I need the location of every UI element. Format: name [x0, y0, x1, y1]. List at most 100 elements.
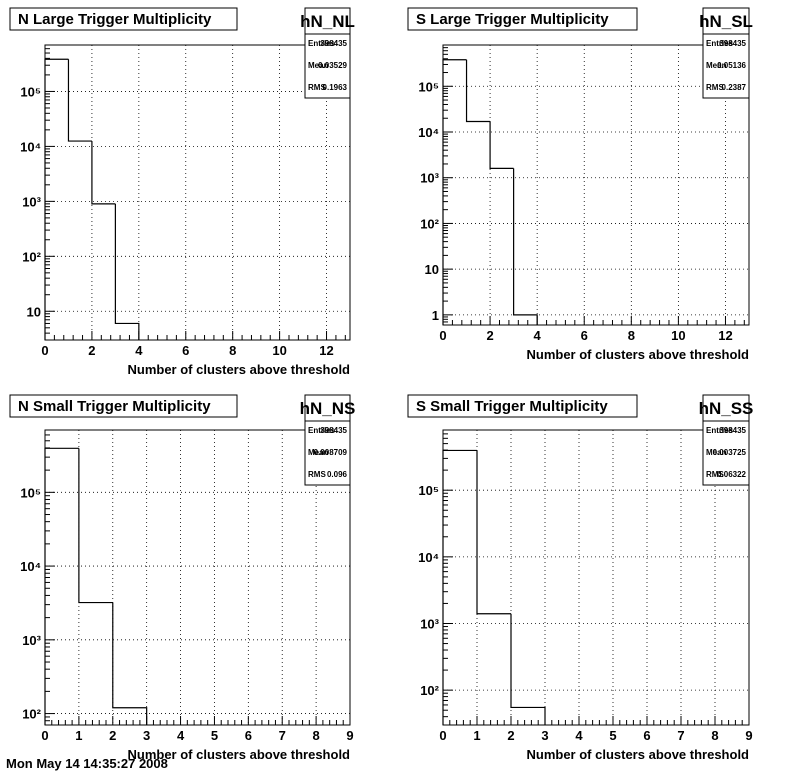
histogram-bin	[510, 613, 546, 725]
x-tick-label: 4	[534, 328, 542, 343]
histogram-bin	[112, 602, 148, 725]
y-tick-label: 10⁴	[418, 125, 439, 140]
title-box	[407, 394, 638, 418]
x-tick-label: 9	[745, 728, 752, 743]
y-tick-label: 10⁴	[418, 550, 439, 565]
histogram-bin	[476, 450, 511, 615]
stats-value-mean: 0.008709	[314, 448, 348, 457]
stats-value-rms: 0.06322	[717, 470, 746, 479]
x-axis-title: Number of clusters above threshold	[527, 747, 750, 762]
y-tick-label: 10²	[420, 216, 439, 231]
x-tick-label: 8	[628, 328, 635, 343]
y-tick-label: 10⁵	[418, 79, 439, 94]
plot-title: S Large Trigger Multiplicity	[416, 11, 609, 28]
histogram-bin	[67, 59, 92, 142]
x-tick-label: 1	[75, 728, 82, 743]
y-tick-label: 10⁵	[418, 483, 439, 498]
stats-label-mean: Mean	[308, 61, 329, 70]
y-tick-label: 10²	[420, 683, 439, 698]
stats-box	[304, 7, 351, 99]
histogram-panel-hN_NL: 0 2 4 6 8 10 12 10 10² 10³ 10⁴ 10⁵ Number of cluster…	[9, 7, 355, 377]
plot-frame	[44, 429, 351, 726]
stats-label-entries: Entries	[308, 39, 336, 48]
histogram-panel-hN_SS: 0 1 2 3 4 5 6 7 8 9 10² 10³ 10⁴ 10⁵ Number of clusters…	[407, 394, 754, 762]
stats-label-mean: Mean	[706, 448, 727, 457]
stats-value-mean: 0.003725	[713, 448, 747, 457]
stats-box	[702, 7, 750, 99]
stats-box	[304, 394, 351, 486]
x-tick-label: 3	[143, 728, 150, 743]
x-tick-label: 2	[109, 728, 116, 743]
y-tick-label: 10³	[420, 616, 439, 631]
x-tick-label: 10	[671, 328, 685, 343]
x-tick-label: 5	[211, 728, 218, 743]
stats-value-entries: 398435	[719, 426, 746, 435]
y-tick-label: 10³	[22, 633, 41, 648]
stats-label-rms: RMS	[308, 83, 326, 92]
plot-frame	[44, 44, 351, 341]
histogram-bin	[78, 448, 113, 604]
x-tick-label: 12	[319, 343, 333, 358]
stats-value-entries: 398435	[320, 39, 347, 48]
x-tick-label: 4	[135, 343, 143, 358]
stats-histogram-name: hN_SS	[699, 399, 754, 418]
stats-value-rms: 0.1963	[323, 83, 348, 92]
y-tick-label: 10²	[22, 249, 41, 264]
y-tick-label: 10⁵	[20, 485, 41, 500]
stats-value-mean: 0.05136	[717, 61, 746, 70]
plot-title: S Small Trigger Multiplicity	[416, 398, 608, 415]
x-tick-label: 0	[41, 343, 48, 358]
histogram-panel-hN_SL: 0 2 4 6 8 10 12 1 10 10² 10³ 10⁴ 10⁵ Number of cluste…	[407, 7, 753, 362]
histogram-bin	[114, 203, 140, 340]
x-tick-label: 6	[581, 328, 588, 343]
x-tick-label: 4	[177, 728, 185, 743]
title-box	[9, 7, 238, 31]
title-box	[9, 394, 238, 418]
stats-label-mean: Mean	[706, 61, 727, 70]
x-tick-label: 0	[439, 328, 446, 343]
x-tick-label: 2	[88, 343, 95, 358]
x-tick-label: 5	[609, 728, 616, 743]
x-tick-label: 4	[575, 728, 583, 743]
stats-label-rms: RMS	[308, 470, 326, 479]
stats-histogram-name: hN_NS	[300, 399, 356, 418]
x-tick-label: 6	[245, 728, 252, 743]
x-tick-label: 1	[473, 728, 480, 743]
stats-value-entries: 398435	[320, 426, 347, 435]
x-tick-label: 6	[182, 343, 189, 358]
stats-box	[702, 394, 750, 486]
x-tick-label: 8	[312, 728, 319, 743]
x-axis-title: Number of clusters above threshold	[128, 747, 351, 762]
histogram-bin	[442, 449, 477, 725]
stats-value-rms: 0.096	[327, 470, 348, 479]
x-tick-label: 0	[41, 728, 48, 743]
stats-label-entries: Entries	[706, 426, 734, 435]
x-axis-title: Number of clusters above threshold	[527, 347, 750, 362]
x-tick-label: 7	[677, 728, 684, 743]
y-tick-label: 10³	[420, 171, 439, 186]
histogram-bin	[465, 59, 491, 123]
y-tick-label: 10²	[22, 707, 41, 722]
footer-timestamp: Mon May 14 14:35:27 2008	[6, 756, 168, 771]
x-tick-label: 7	[279, 728, 286, 743]
histogram-bin	[442, 59, 467, 325]
x-tick-label: 2	[507, 728, 514, 743]
stats-value-mean: 0.03529	[318, 61, 347, 70]
histogram-bin	[44, 447, 79, 725]
title-box	[407, 7, 638, 31]
x-tick-label: 3	[541, 728, 548, 743]
y-tick-label: 10⁴	[20, 139, 41, 154]
histogram-bin	[44, 58, 69, 340]
y-tick-label: 10⁴	[20, 559, 41, 574]
x-tick-label: 9	[346, 728, 353, 743]
y-tick-label: 10	[425, 262, 439, 277]
y-tick-label: 10⁵	[20, 84, 41, 99]
stats-histogram-name: hN_SL	[699, 12, 753, 31]
stats-label-mean: Mean	[308, 448, 329, 457]
histogram-bin	[513, 168, 538, 325]
stats-label-entries: Entries	[308, 426, 336, 435]
stats-label-rms: RMS	[706, 83, 724, 92]
x-tick-label: 0	[439, 728, 446, 743]
plot-title: N Small Trigger Multiplicity	[18, 398, 211, 415]
